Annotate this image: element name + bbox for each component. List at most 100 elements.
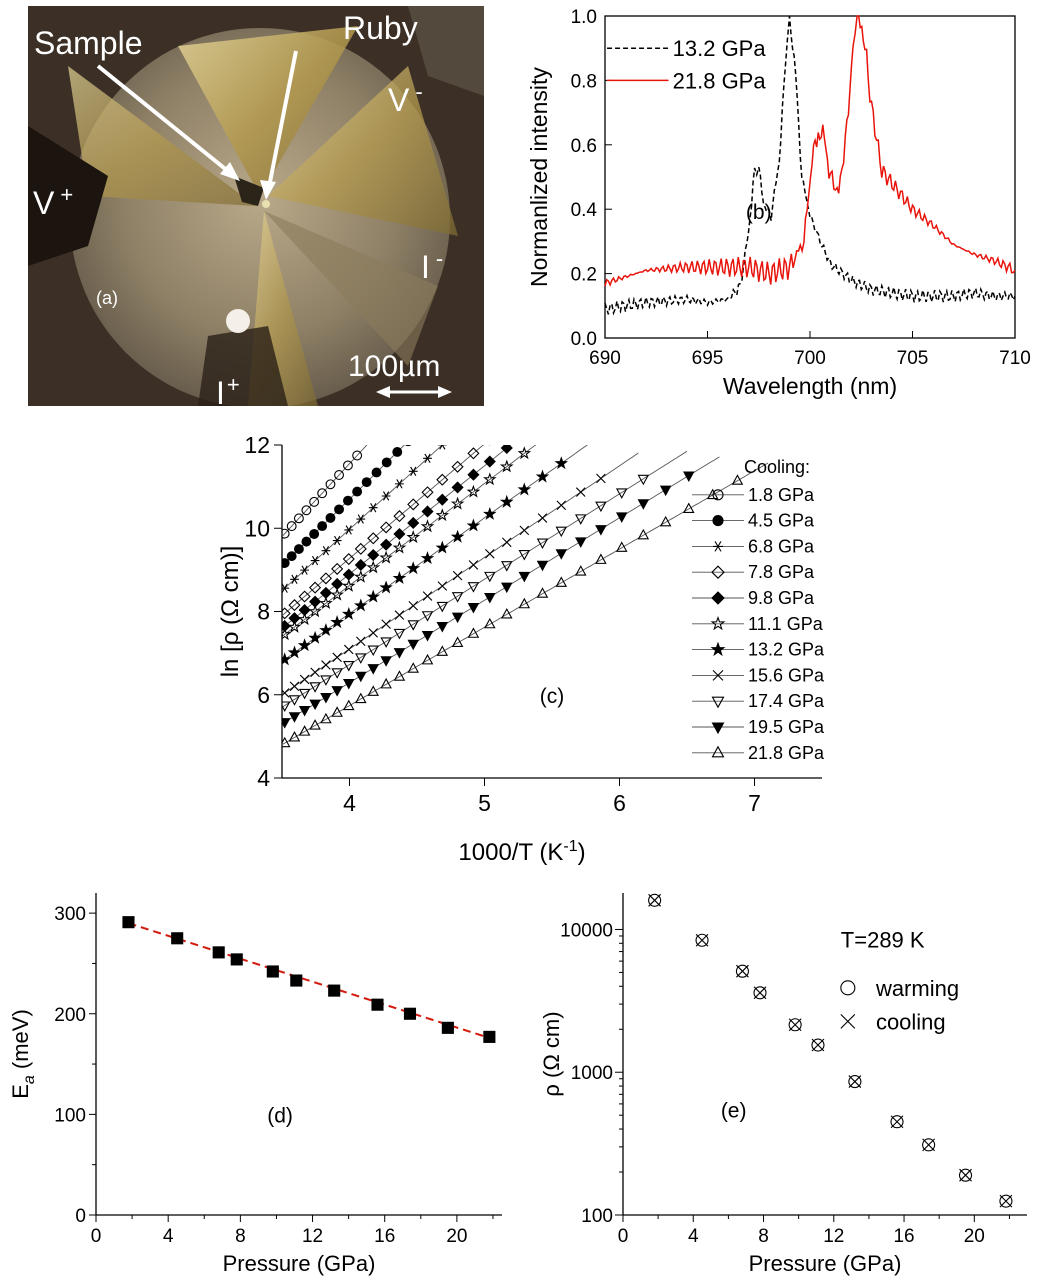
data-point-c [355, 671, 367, 683]
data-point-c [555, 576, 568, 587]
legend-label-e: cooling [876, 1009, 946, 1034]
panel-e-letter: (e) [721, 1100, 747, 1123]
data-point-c [451, 612, 464, 624]
data-point-c [501, 537, 512, 548]
data-point-c [706, 488, 719, 500]
data-point-c [320, 675, 332, 686]
y-axis-label-e: ρ (Ω cm) [539, 1011, 564, 1096]
data-point-c [287, 645, 302, 659]
data-point-c [301, 505, 312, 516]
data-point-c [392, 571, 407, 584]
data-point-e [848, 1075, 862, 1089]
x-tick-label-b: 695 [692, 348, 724, 369]
y-tick-label-c: 12 [244, 432, 270, 458]
legend-title-c: Cooling: [744, 457, 810, 477]
data-point-c [451, 636, 464, 647]
data-point-c [343, 644, 354, 655]
data-point-c [499, 459, 514, 473]
data-point-c [574, 514, 587, 525]
x-tick-label-e: 0 [618, 1226, 629, 1247]
data-point-c [499, 494, 514, 508]
data-point-c [451, 460, 464, 473]
data-point-d [122, 916, 135, 929]
ruby-dot [262, 200, 270, 208]
legend-label-b: 21.8 GPa [673, 68, 767, 93]
legend-label-c: 1.8 GPa [748, 485, 815, 505]
data-point-e [922, 1138, 936, 1152]
data-point-c [467, 627, 480, 638]
y-tick-label-d: 300 [54, 904, 86, 925]
data-point-c [299, 674, 310, 685]
data-point-c [367, 532, 380, 545]
sample-flake [234, 176, 264, 206]
x-tick-label-c: 6 [613, 790, 626, 816]
data-point-c [298, 688, 311, 700]
data-point-c [293, 513, 304, 524]
data-point-e [753, 986, 767, 1000]
data-point-e [788, 1018, 802, 1032]
data-point-c [437, 445, 447, 450]
data-point-c [309, 529, 320, 539]
data-point-c [320, 712, 332, 724]
data-point-c [421, 653, 434, 665]
data-point-c [309, 581, 322, 594]
data-point-c [367, 548, 380, 562]
data-point-c [596, 473, 606, 484]
data-point-c [352, 486, 363, 497]
data-point-c [555, 549, 568, 560]
x-tick-label-e: 16 [893, 1226, 914, 1247]
data-point-c [517, 446, 532, 460]
y-tick-label-d: 200 [54, 1005, 86, 1026]
data-point-c [535, 469, 550, 483]
plot-area-c [282, 445, 769, 748]
panel-c: 4 5 6 7 4 6 8 10 12 1000/T (K-1) ln [ρ (Ω cm)] Cool… [217, 425, 860, 866]
panel-e: 0 4 8 12 16 20 100 1000 10000 Pressure (GPa) ρ (Ω … [515, 885, 1037, 1279]
x-tick-label-c: 5 [478, 790, 491, 816]
data-point-c [405, 445, 412, 447]
x-tick-label-e: 4 [688, 1226, 699, 1247]
data-point-c [290, 574, 299, 585]
data-point-c [436, 621, 449, 633]
resistivity-chart: 0 4 8 12 16 20 100 1000 10000 Pressure (GPa) ρ (Ω … [539, 893, 1027, 1276]
data-point-c [468, 560, 479, 570]
data-point-c [395, 479, 404, 489]
data-point-c [421, 630, 434, 642]
data-point-c [483, 506, 497, 520]
data-point-e [999, 1194, 1013, 1208]
sample-label: Sample [34, 25, 143, 61]
legend-label-c: 11.1 GPa [748, 614, 824, 634]
data-point-c [484, 617, 496, 629]
series-line-21-8 [604, 15, 1016, 287]
x-tick-label-d: 20 [446, 1226, 467, 1247]
data-point-c [436, 645, 449, 656]
x-tick-label-e: 12 [823, 1226, 844, 1247]
data-point-c [379, 550, 393, 564]
data-point-c [435, 508, 450, 522]
data-point-c [406, 530, 421, 544]
data-point-c [420, 519, 435, 533]
data-point-c [325, 479, 336, 490]
data-point-c [355, 653, 367, 664]
data-point-c [554, 456, 569, 470]
data-point-c [421, 486, 434, 499]
i-plus-label: I+ [216, 372, 240, 406]
legend-label-c: 15.6 GPa [748, 665, 825, 685]
data-point-c [637, 499, 650, 510]
data-point-e [788, 1018, 802, 1032]
legend-marker-c [710, 641, 726, 657]
data-point-c [408, 600, 419, 611]
electrode-left [68, 66, 256, 206]
data-point-c [501, 582, 513, 594]
y-axis-label-d: Ea (meV) [8, 1009, 38, 1099]
data-point-c [282, 736, 291, 748]
data-point-c [356, 514, 366, 524]
data-point-e [958, 1168, 973, 1182]
data-point-c [332, 652, 342, 663]
legend-marker-c [710, 615, 726, 631]
data-point-c [282, 701, 291, 712]
x-tick-label-d: 16 [374, 1226, 395, 1247]
series-line-13-2 [604, 15, 1016, 316]
data-point-e [695, 933, 709, 947]
data-point-c [331, 577, 344, 590]
ruby-arrow [266, 50, 298, 193]
